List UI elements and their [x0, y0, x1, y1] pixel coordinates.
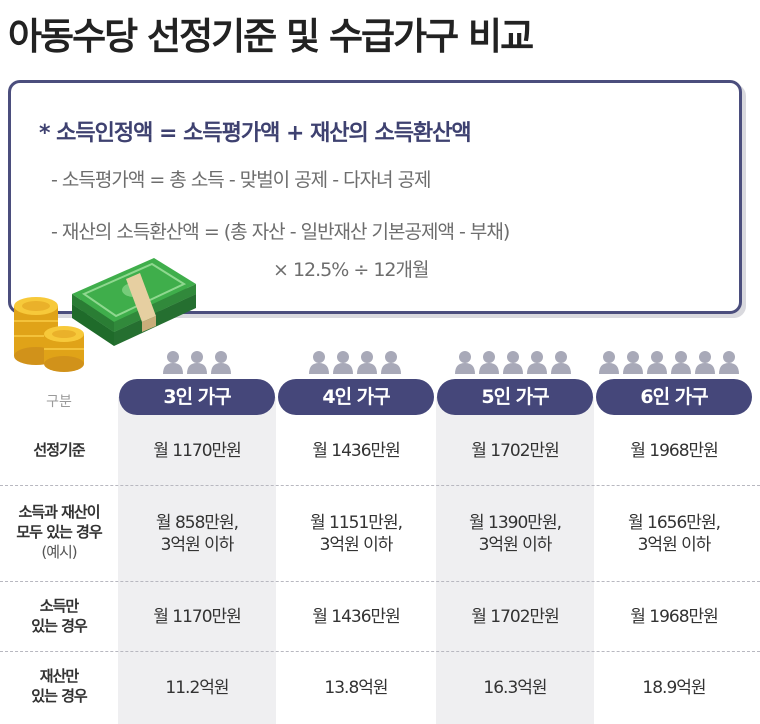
people-icons-3 [162, 350, 232, 374]
table-cell: 월 1656만원, 3억원 이하 [595, 512, 753, 556]
cell-line: 3억원 이하 [319, 535, 394, 555]
row-label-line: 모두 있는 경우 [16, 523, 102, 541]
table-cell: 월 1436만원 [312, 441, 401, 461]
person-icon [671, 351, 691, 374]
table-cell: 월 1702만원 [471, 441, 560, 461]
column-stripe-5 [436, 397, 594, 724]
person-icon [357, 351, 377, 374]
cell-line: 월 1390만원, [469, 513, 562, 533]
table-cell: 13.8억원 [324, 678, 388, 698]
person-icon [211, 351, 231, 374]
row-label-both: 소득과 재산이 모두 있는 경우 (예시) [0, 502, 118, 562]
row-divider [0, 651, 760, 652]
table-cell: 월 1968만원 [630, 441, 719, 461]
person-icon [719, 351, 739, 374]
person-icon [527, 351, 547, 374]
formula-line-rate: × 12.5% ÷ 12개월 [273, 259, 429, 281]
formula-line-income: - 소득평가액 = 총 소득 - 맞벌이 공제 - 다자녀 공제 [51, 169, 432, 191]
column-header-4: 4인 가구 [278, 379, 434, 415]
header-label: 구분 [46, 394, 72, 410]
person-icon [381, 351, 401, 374]
table-cell: 월 1170만원 [153, 441, 242, 461]
row-divider [0, 581, 760, 582]
person-icon [309, 351, 329, 374]
table-cell: 월 858만원, 3억원 이하 [118, 512, 276, 556]
person-icon [333, 351, 353, 374]
cell-line: 월 858만원, [155, 513, 239, 533]
person-icon [551, 351, 571, 374]
cell-line: 월 1151만원, [310, 513, 403, 533]
table-cell: 월 1390만원, 3억원 이하 [436, 512, 594, 556]
person-icon [455, 351, 475, 374]
people-icons-6 [598, 350, 740, 374]
row-label-line: 소득만 [39, 597, 79, 615]
person-icon [503, 351, 523, 374]
cell-line: 3억원 이하 [478, 535, 553, 555]
row-label-income-only: 소득만 있는 경우 [0, 596, 118, 636]
person-icon [187, 351, 207, 374]
formula-line-property: - 재산의 소득환산액 = (총 자산 - 일반재산 기본공제액 - 부채) [51, 221, 510, 243]
person-icon [479, 351, 499, 374]
formula-main: * 소득인정액 = 소득평가액 + 재산의 소득환산액 [39, 121, 472, 146]
person-icon [647, 351, 667, 374]
column-header-3: 3인 가구 [119, 379, 275, 415]
row-label-criteria: 선정기준 [0, 440, 118, 460]
row-label-line: 있는 경우 [31, 617, 87, 635]
table-cell: 11.2억원 [165, 678, 229, 698]
row-divider [0, 485, 760, 486]
row-label-line: 재산만 [39, 667, 79, 685]
table-cell: 월 1436만원 [312, 607, 401, 627]
cell-line: 3억원 이하 [160, 535, 235, 555]
row-label-property-only: 재산만 있는 경우 [0, 666, 118, 706]
table-cell: 16.3억원 [483, 678, 547, 698]
row-label-line: 있는 경우 [31, 687, 87, 705]
table-cell: 월 1702만원 [471, 607, 560, 627]
money-illustration [14, 258, 196, 372]
column-stripe-3 [118, 397, 276, 724]
cell-line: 월 1656만원, [628, 513, 721, 533]
people-icons-5 [454, 350, 572, 374]
table-cell: 월 1968만원 [630, 607, 719, 627]
people-icons-4 [308, 350, 402, 374]
person-icon [599, 351, 619, 374]
cell-line: 3억원 이하 [637, 535, 712, 555]
row-label-line: 소득과 재산이 [18, 503, 100, 521]
coin-stack-icon [14, 297, 84, 372]
row-label-line: 선정기준 [33, 441, 85, 459]
row-label-note: (예시) [41, 543, 77, 561]
page-title: 아동수당 선정기준 및 수급가구 비교 [8, 15, 534, 58]
person-icon [695, 351, 715, 374]
column-header-5: 5인 가구 [437, 379, 593, 415]
person-icon [163, 351, 183, 374]
person-icon [623, 351, 643, 374]
table-cell: 월 1170만원 [153, 607, 242, 627]
table-cell: 18.9억원 [642, 678, 706, 698]
column-header-6: 6인 가구 [596, 379, 752, 415]
table-cell: 월 1151만원, 3억원 이하 [277, 512, 435, 556]
banknote-stack-icon [72, 258, 196, 346]
